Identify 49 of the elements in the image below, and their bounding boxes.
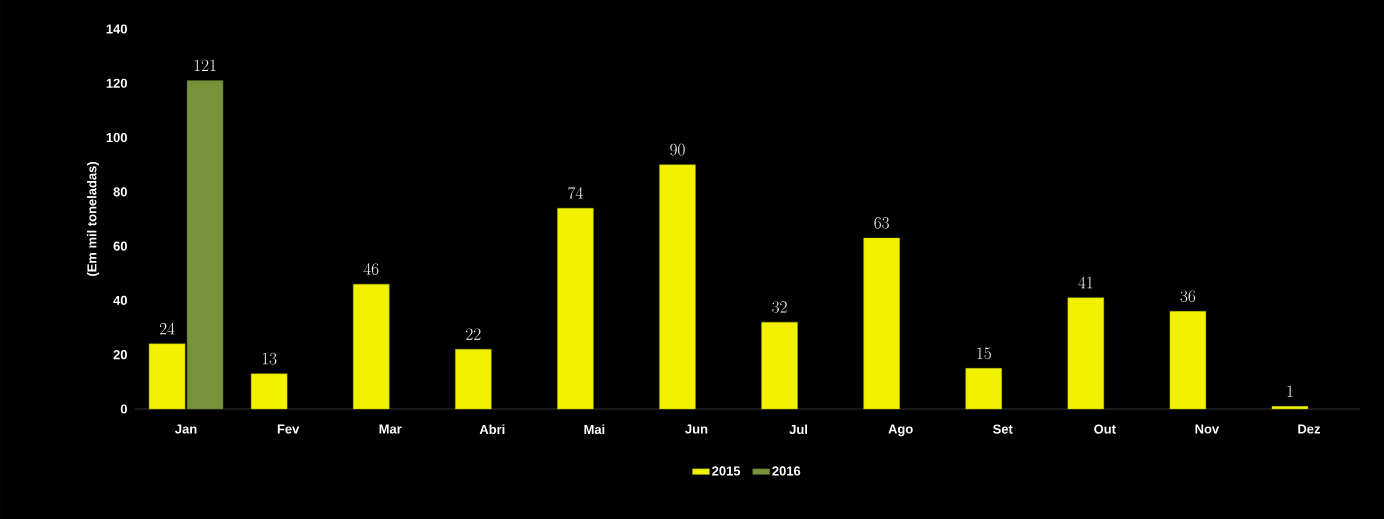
bar bbox=[455, 349, 492, 410]
data-label: 15 bbox=[977, 347, 991, 360]
bar bbox=[863, 237, 900, 410]
data-label: 121 bbox=[194, 59, 216, 72]
x-tick-label: Abri bbox=[479, 424, 505, 435]
y-axis-title: (Em mil toneladas) bbox=[86, 162, 100, 276]
bar bbox=[557, 207, 594, 410]
data-label: 74 bbox=[568, 186, 583, 199]
x-tick-label: Dez bbox=[1298, 424, 1321, 434]
data-label: 32 bbox=[772, 301, 787, 313]
bar bbox=[186, 80, 224, 410]
y-tick-label: 80 bbox=[113, 187, 127, 197]
bar bbox=[353, 283, 390, 410]
y-tick-label: 20 bbox=[113, 350, 127, 360]
legend-label: 2016 bbox=[772, 466, 801, 476]
data-label: 41 bbox=[1078, 276, 1093, 289]
data-label: 63 bbox=[874, 217, 889, 229]
legend-label: 2015 bbox=[712, 466, 741, 476]
y-tick-label: 40 bbox=[113, 295, 127, 305]
x-tick-label: Nov bbox=[1195, 424, 1220, 434]
bar bbox=[761, 321, 798, 410]
y-tick-label: 120 bbox=[106, 78, 127, 88]
data-label: 24 bbox=[159, 322, 175, 335]
x-tick-label: Fev bbox=[277, 424, 300, 434]
x-tick-label: Set bbox=[993, 424, 1013, 434]
y-tick-label: 140 bbox=[106, 24, 127, 34]
data-label: 13 bbox=[262, 352, 277, 365]
y-tick-label: 60 bbox=[113, 241, 127, 251]
data-label: 1 bbox=[1287, 385, 1293, 397]
y-tick-label: 0 bbox=[120, 404, 127, 414]
bar bbox=[1169, 311, 1207, 410]
x-tick-label: Ago bbox=[888, 424, 913, 437]
data-label: 22 bbox=[466, 328, 481, 340]
data-label: 90 bbox=[670, 143, 685, 156]
x-tick-label: Mai bbox=[584, 424, 605, 435]
x-tick-label: Jun bbox=[685, 424, 708, 434]
bar bbox=[659, 164, 696, 410]
x-tick-label: Jul bbox=[789, 424, 807, 435]
bar bbox=[965, 368, 1002, 410]
bar bbox=[250, 373, 288, 410]
y-tick-label: 100 bbox=[106, 132, 127, 143]
bar bbox=[148, 343, 186, 410]
data-label: 46 bbox=[363, 263, 379, 275]
bar bbox=[1271, 406, 1309, 410]
data-label: 36 bbox=[1180, 290, 1196, 303]
x-tick-label: Jan bbox=[175, 424, 197, 434]
bar bbox=[1067, 297, 1105, 410]
x-tick-label: Out bbox=[1094, 424, 1116, 434]
x-tick-label: Mar bbox=[379, 424, 402, 434]
